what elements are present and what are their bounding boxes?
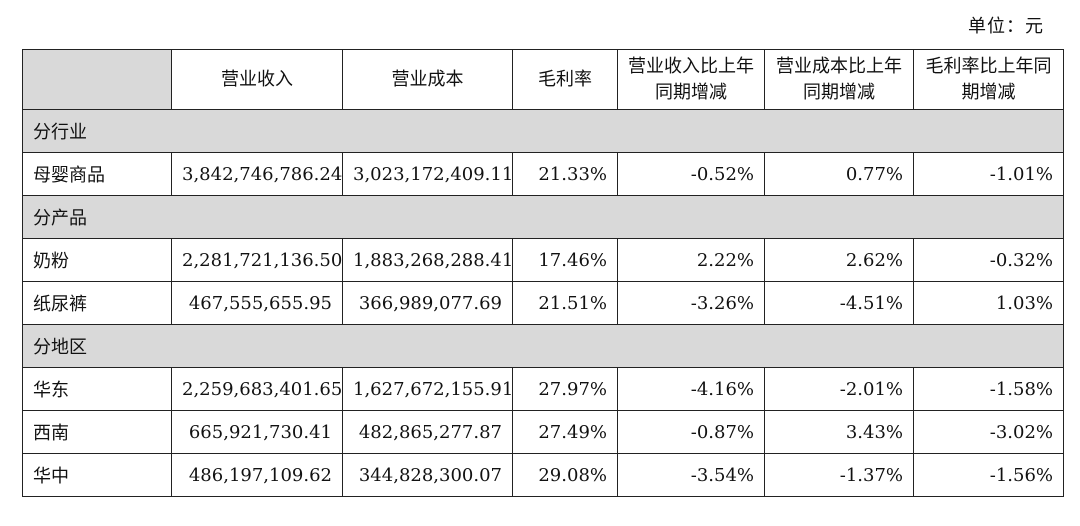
table-cell: 29.08% <box>512 453 618 497</box>
table-cell: 3,023,172,409.11 <box>342 152 513 196</box>
section-label: 分行业 <box>22 109 1064 153</box>
table-cell: 467,555,655.95 <box>171 281 343 325</box>
table-cell: -3.26% <box>617 281 765 325</box>
table-cell: 2.62% <box>764 238 914 282</box>
row-label: 华中 <box>22 453 172 497</box>
section-row: 分产品 <box>22 195 1064 239</box>
table-cell: -0.87% <box>617 410 765 454</box>
row-label: 纸尿裤 <box>22 281 172 325</box>
table-cell: -3.54% <box>617 453 765 497</box>
header-revenue-yoy: 营业收入比上年同期增减 <box>617 49 765 110</box>
table-cell: 366,989,077.69 <box>342 281 513 325</box>
table-cell: -1.37% <box>764 453 914 497</box>
table-body: 分行业 母婴商品 3,842,746,786.24 3,023,172,409.11 2… <box>22 109 1064 497</box>
table-cell: -0.32% <box>913 238 1064 282</box>
table-cell: -3.02% <box>913 410 1064 454</box>
table-row: 纸尿裤 467,555,655.95 366,989,077.69 21.51% -3.… <box>22 281 1064 325</box>
table-cell: 3,842,746,786.24 <box>171 152 343 196</box>
table-row: 华东 2,259,683,401.65 1,627,672,155.91 27.97%… <box>22 367 1064 411</box>
table-cell: -0.52% <box>617 152 765 196</box>
table-cell: 1,627,672,155.91 <box>342 367 513 411</box>
table-row: 西南 665,921,730.41 482,865,277.87 27.49% -0.8… <box>22 410 1064 454</box>
table-cell: 2.22% <box>617 238 765 282</box>
row-label: 西南 <box>22 410 172 454</box>
table-cell: 2,259,683,401.65 <box>171 367 343 411</box>
row-label: 奶粉 <box>22 238 172 282</box>
table-cell: 17.46% <box>512 238 618 282</box>
header-revenue: 营业收入 <box>171 49 343 110</box>
header-row: 营业收入 营业成本 毛利率 营业收入比上年同期增减 营业成本比上年同期增减 毛利率比上年同… <box>22 49 1064 110</box>
header-gross-margin: 毛利率 <box>512 49 618 110</box>
financial-table: 营业收入 营业成本 毛利率 营业收入比上年同期增减 营业成本比上年同期增减 毛利率比上年同… <box>22 49 1064 497</box>
table-row: 母婴商品 3,842,746,786.24 3,023,172,409.11 21.3… <box>22 152 1064 196</box>
unit-label: 单位：元 <box>968 16 1044 37</box>
table-cell: 21.51% <box>512 281 618 325</box>
table-cell: -1.01% <box>913 152 1064 196</box>
table-cell: 21.33% <box>512 152 618 196</box>
table-header: 营业收入 营业成本 毛利率 营业收入比上年同期增减 营业成本比上年同期增减 毛利率比上年同… <box>22 49 1064 110</box>
table-cell: 1.03% <box>913 281 1064 325</box>
table-cell: 27.49% <box>512 410 618 454</box>
header-blank <box>22 49 172 110</box>
row-label: 母婴商品 <box>22 152 172 196</box>
header-cost-yoy: 营业成本比上年同期增减 <box>764 49 914 110</box>
section-label: 分地区 <box>22 324 1064 368</box>
table-cell: -4.16% <box>617 367 765 411</box>
table-cell: -2.01% <box>764 367 914 411</box>
section-row: 分行业 <box>22 109 1064 153</box>
table-cell: 482,865,277.87 <box>342 410 513 454</box>
table-cell: 2,281,721,136.50 <box>171 238 343 282</box>
table-cell: 486,197,109.62 <box>171 453 343 497</box>
header-cost: 营业成本 <box>342 49 513 110</box>
table-cell: 344,828,300.07 <box>342 453 513 497</box>
table-cell: -4.51% <box>764 281 914 325</box>
table-cell: -1.56% <box>913 453 1064 497</box>
table-cell: 665,921,730.41 <box>171 410 343 454</box>
table-cell: 0.77% <box>764 152 914 196</box>
table-row: 奶粉 2,281,721,136.50 1,883,268,288.41 17.46%… <box>22 238 1064 282</box>
row-label: 华东 <box>22 367 172 411</box>
section-label: 分产品 <box>22 195 1064 239</box>
table-cell: 1,883,268,288.41 <box>342 238 513 282</box>
section-row: 分地区 <box>22 324 1064 368</box>
table-cell: 3.43% <box>764 410 914 454</box>
header-margin-yoy: 毛利率比上年同期增减 <box>913 49 1064 110</box>
table-row: 华中 486,197,109.62 344,828,300.07 29.08% -3.5… <box>22 453 1064 497</box>
table-cell: -1.58% <box>913 367 1064 411</box>
table-cell: 27.97% <box>512 367 618 411</box>
